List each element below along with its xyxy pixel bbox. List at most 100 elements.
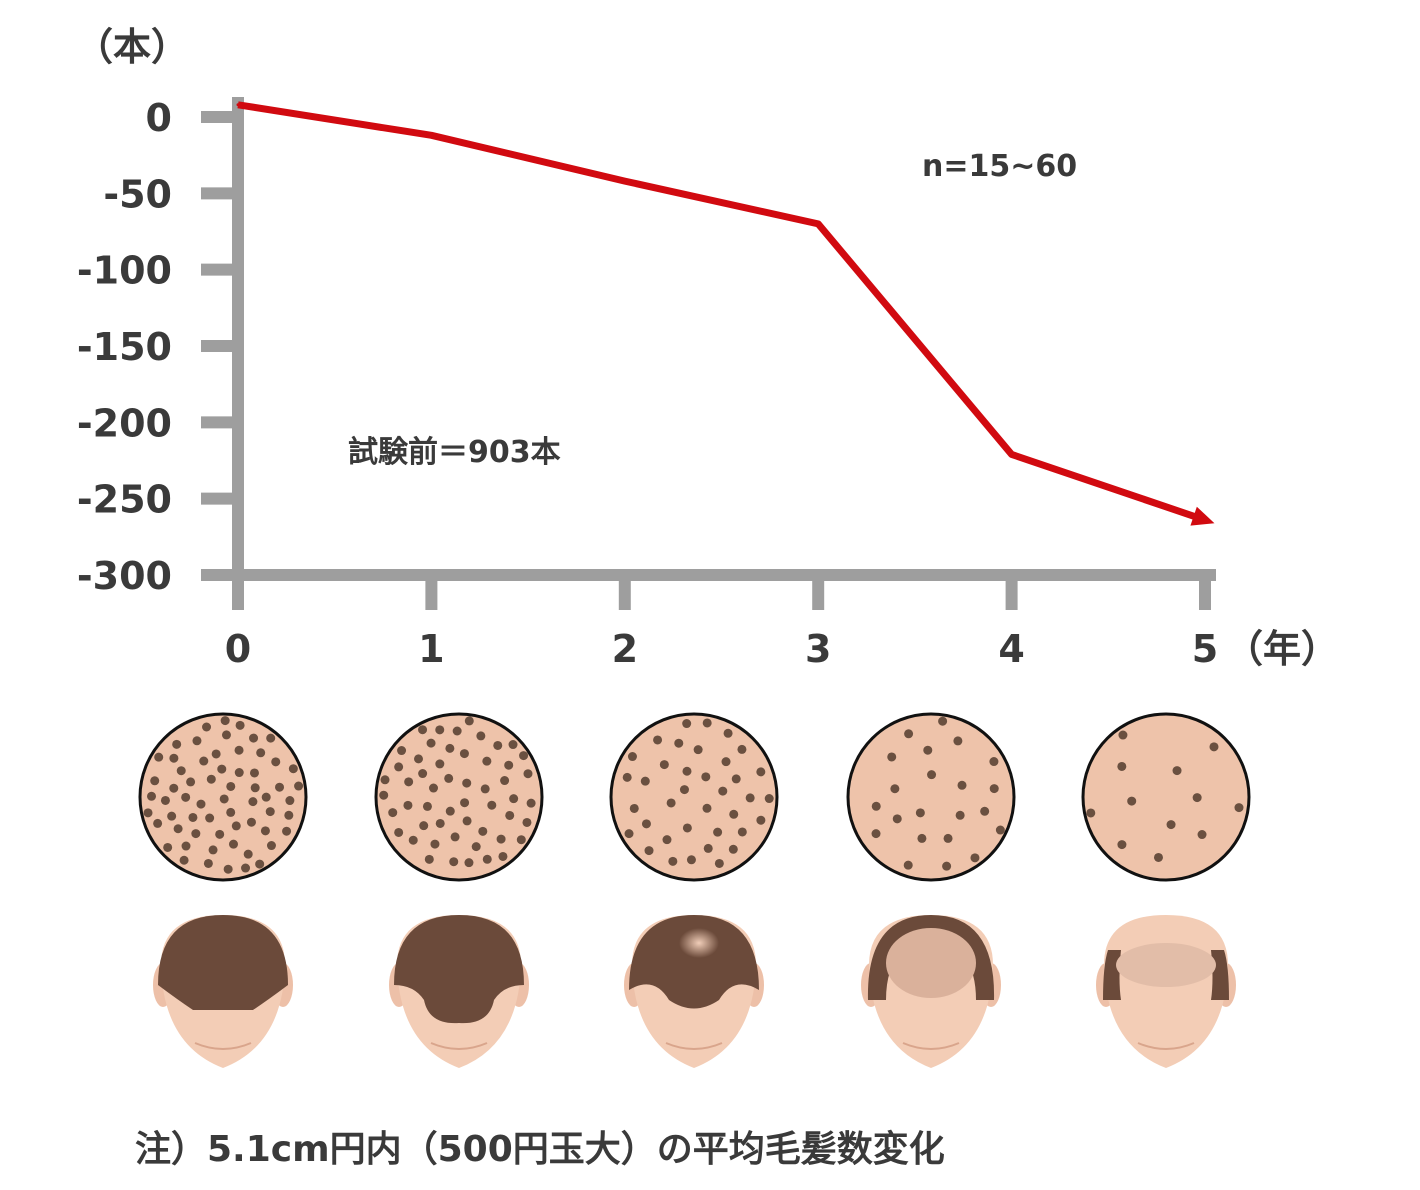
hair-follicle-dot [444,773,454,783]
hair-follicle-dot [500,776,510,786]
hair-follicle-dot [516,835,526,845]
hair-follicle-dot [275,782,285,792]
hair-follicle-dot [1086,808,1096,818]
hair-follicle-dot [686,855,696,865]
hair-follicle-dot [668,856,678,866]
data-point [429,133,433,137]
data-point [236,103,240,107]
hair-follicle-dot [181,792,191,802]
hair-follicle-dot [1172,766,1182,776]
hair-follicle-dot [890,784,900,794]
hair-follicle-dot [745,793,755,803]
hair-follicle-dot [379,790,389,800]
thinning-band [1116,943,1216,987]
hair-follicle-dot [208,845,218,855]
brow-line [194,1042,252,1050]
hair-follicle-dot [176,766,186,776]
hair-follicle-dot [435,818,445,828]
hair-follicle-dot [702,718,712,728]
hair-follicle-dot [927,770,937,780]
hair-follicle-dot [285,796,295,806]
x-axis-ticks: 0 1 2 3 4 5 [225,575,1218,671]
hair-follicle-dot [505,810,515,820]
hair-follicle-dot [260,826,270,836]
hair-follicle-dot [1197,830,1207,840]
hair-follicle-dot [231,821,241,831]
x-axis-unit-label: （年） [1225,627,1339,671]
hair-follicle-dot [1127,796,1137,806]
hair-follicle-dot [211,749,221,759]
hair-follicle-dot [666,798,676,808]
brow-line [1137,1042,1195,1050]
hair-follicle-dot [147,791,157,801]
hair-follicle-dot [756,815,766,825]
hair-follicle-dot [266,841,276,851]
hair-follicle-dot [509,794,519,804]
hair-follicle-dot [1209,742,1219,752]
y-tick-label: -300 [77,554,172,598]
hair-follicle-dot [221,730,231,740]
series-line [237,101,1207,524]
hair-follicle-dot [478,826,488,836]
hair-follicle-dot [418,769,428,779]
scalp-closeup-circle [609,712,779,882]
hair-follicle-dot [871,829,881,839]
hair-follicle-dot [449,857,459,867]
hair-follicle-dot [255,859,265,869]
hair-follicle-dot [641,819,651,829]
scalp-closeup-circle [846,712,1016,882]
scalp-closeup-circle [138,712,308,882]
hair-follicle-dot [429,783,439,793]
hair-follicle-dot [526,798,536,808]
hair-follicle-dot [419,821,429,831]
y-tick-label: -150 [77,325,172,369]
hair-follicle-dot [519,751,529,761]
data-point [623,179,627,183]
hair-follicle-dot [288,764,298,774]
head-illustration [153,915,293,1068]
hair-follicle-dot [261,792,271,802]
hair-follicle-dot [388,808,398,818]
hair-follicle-dot [737,827,747,837]
hair-follicle-dot [404,777,414,787]
hair-follicle-dot [627,752,637,762]
hair-follicle-dot [915,808,925,818]
hair-follicle-dot [223,864,233,874]
hair-follicle-dot [167,811,177,821]
hair-follicle-dot [737,744,747,754]
hair-follicle-dot [1117,761,1127,771]
sample-size-annotation: n=15~60 [922,149,1077,184]
series-arrowhead [1190,506,1215,526]
x-tick-label: 2 [612,627,638,671]
hair-follicle-dot [942,861,952,871]
hair-follicle-dot [622,772,632,782]
hair-follicle-dot [1234,803,1244,813]
face [1104,915,1228,1068]
hair-follicle-dot [1118,730,1128,740]
hair-follicle-dot [679,785,689,795]
hair-follicle-dot [482,854,492,864]
hair-sides [867,915,995,1000]
hair-follicle-dot [653,735,663,745]
hair-follicle-dot [435,759,445,769]
hair-follicle-dot [764,794,774,804]
brow-line [430,1042,488,1050]
hair-follicle-dot [462,778,472,788]
footnote: 注）5.1cm円内（500円玉大）の平均毛髪数変化 [135,1129,945,1170]
hair-follicle-dot [523,769,533,779]
hair-follicle-dot [284,810,294,820]
hair-follicle-dot [203,858,213,868]
hair-follicle-dot [729,809,739,819]
hair-follicle-dot [522,817,532,827]
hair-follicle-dot [1192,793,1202,803]
hair-follicle-dot [892,814,902,824]
hair-follicle-dot [248,797,258,807]
hair-follicle-dot [995,825,1005,835]
hair-follicle-dot [970,853,980,863]
hair-follicle-dot [640,776,650,786]
hair-follicle-dot [380,775,390,785]
hair-follicle-dot [756,767,766,777]
hair-follicle-dot [192,736,202,746]
hair-follicle-dot [682,823,692,833]
hair-follicle-dot [243,849,253,859]
